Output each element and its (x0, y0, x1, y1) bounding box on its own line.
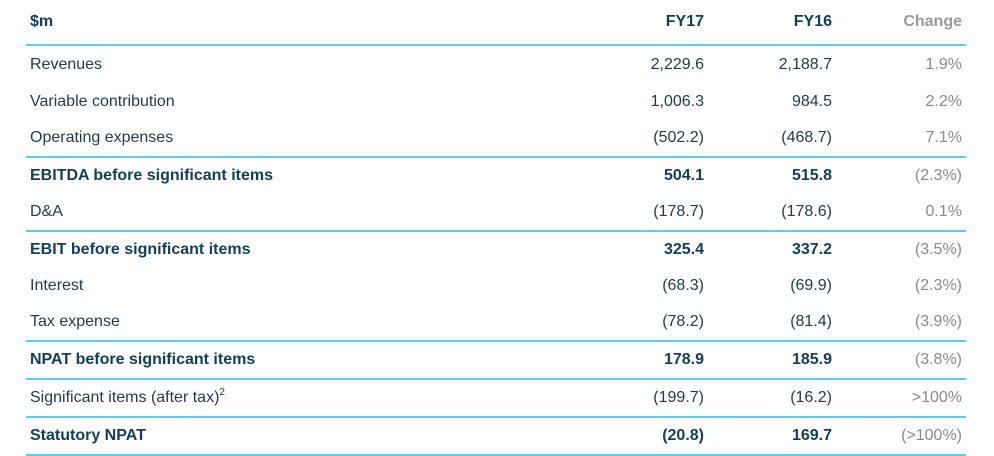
row-fy17-value: (20.8) (662, 427, 704, 444)
row-fy16-value: 515.8 (791, 167, 832, 184)
header-change: Change (903, 13, 962, 30)
header-units-label: $m (30, 13, 54, 30)
row-fy16-value: (81.4) (790, 313, 832, 330)
row-fy17-value: 325.4 (663, 241, 704, 258)
row-fy17-value: 1,006.3 (650, 93, 704, 110)
row-fy17-value: 504.1 (663, 167, 704, 184)
table-row-revenues: Revenues 2,229.6 2,188.7 1.9% (26, 46, 966, 84)
table-row-statutory-npat: Statutory NPAT (20.8) 169.7 (>100%) (26, 418, 966, 454)
row-label: Revenues (30, 56, 103, 73)
row-change-value: 1.9% (925, 56, 962, 73)
divider-line (26, 340, 966, 342)
table-row-ebit: EBIT before significant items 325.4 337.… (26, 232, 966, 268)
row-change-value: (2.3%) (914, 277, 962, 294)
row-label: Operating expenses (30, 129, 174, 146)
row-fy16-value: (69.9) (790, 277, 832, 294)
row-fy16-value: 185.9 (791, 351, 832, 368)
row-fy16-value: 337.2 (791, 241, 832, 258)
row-fy16-value: 169.7 (791, 427, 832, 444)
row-fy17-value: 178.9 (663, 351, 704, 368)
row-fy16-value: (468.7) (781, 129, 832, 146)
row-fy16-value: (178.6) (781, 203, 832, 220)
divider-line (26, 44, 966, 46)
row-label: Significant items (after tax) (30, 389, 220, 406)
row-label: Tax expense (30, 313, 120, 330)
divider-line (26, 156, 966, 158)
table-row-operating-expenses: Operating expenses (502.2) (468.7) 7.1% (26, 120, 966, 156)
footnote-marker: 2 (219, 387, 225, 398)
row-fy17-value: 2,229.6 (650, 56, 704, 73)
header-fy17: FY17 (665, 13, 704, 30)
table-row-variable-contribution: Variable contribution 1,006.3 984.5 2.2% (26, 84, 966, 120)
row-fy16-value: 984.5 (791, 93, 832, 110)
divider-line (26, 416, 966, 418)
divider-line (26, 378, 966, 380)
table-row-significant-items: Significant items (after tax)2 (199.7) (… (26, 380, 966, 416)
row-fy16-value: 2,188.7 (778, 56, 832, 73)
row-fy17-value: (178.7) (653, 203, 704, 220)
table-row-tax-expense: Tax expense (78.2) (81.4) (3.9%) (26, 304, 966, 340)
row-change-value: (>100%) (901, 427, 962, 444)
row-label: Interest (30, 277, 84, 294)
row-label: NPAT before significant items (30, 351, 256, 368)
row-fy17-value: (502.2) (653, 129, 704, 146)
row-label: Variable contribution (30, 93, 175, 110)
row-change-value: 7.1% (925, 129, 962, 146)
table-row-da: D&A (178.7) (178.6) 0.1% (26, 194, 966, 230)
divider-line (26, 230, 966, 232)
financial-summary-table: $m FY17 FY16 Change Revenues 2,229.6 2,1… (26, 0, 966, 456)
row-label: D&A (30, 203, 63, 220)
table-row-npat-before-significant: NPAT before significant items 178.9 185.… (26, 342, 966, 378)
row-label: EBITDA before significant items (30, 167, 273, 184)
row-change-value: 2.2% (925, 93, 962, 110)
table-header-row: $m FY17 FY16 Change (26, 0, 966, 44)
row-label: EBIT before significant items (30, 241, 251, 258)
table-row-interest: Interest (68.3) (69.9) (2.3%) (26, 268, 966, 304)
row-change-value: (3.8%) (914, 351, 962, 368)
row-fy17-value: (199.7) (653, 389, 704, 406)
row-change-value: (2.3%) (914, 167, 962, 184)
row-change-value: (3.9%) (914, 313, 962, 330)
row-fy17-value: (78.2) (662, 313, 704, 330)
row-change-value: >100% (911, 389, 962, 406)
row-fy17-value: (68.3) (662, 277, 704, 294)
table-row-ebitda: EBITDA before significant items 504.1 51… (26, 158, 966, 194)
row-fy16-value: (16.2) (790, 389, 832, 406)
row-label-wrapper: Significant items (after tax)2 (30, 387, 225, 407)
header-fy16: FY16 (793, 13, 832, 30)
row-change-value: 0.1% (925, 203, 962, 220)
row-change-value: (3.5%) (914, 241, 962, 258)
row-label: Statutory NPAT (30, 427, 146, 444)
